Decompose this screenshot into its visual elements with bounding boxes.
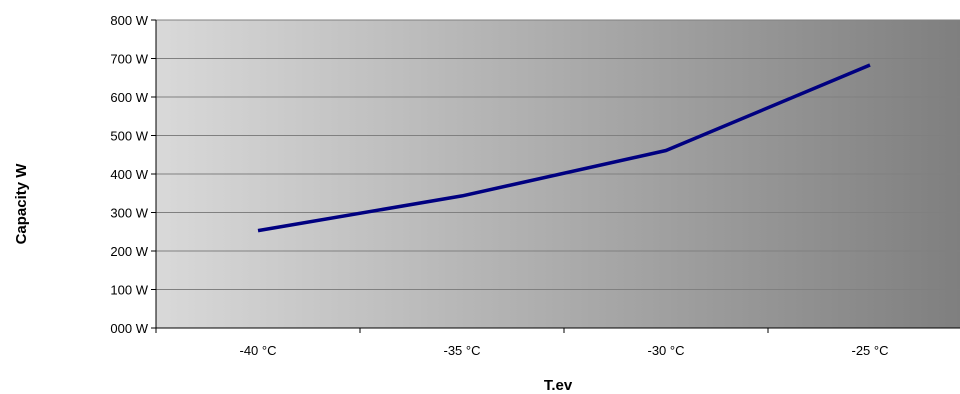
y-tick-label: 400 W bbox=[110, 167, 148, 182]
x-tick-label: -25 °C bbox=[852, 343, 889, 358]
y-tick-label: 500 W bbox=[110, 129, 148, 144]
series-line bbox=[257, 63, 871, 233]
x-axis-ticks: -40 °C -35 °C -30 °C -25 °C bbox=[155, 328, 889, 358]
y-tick-label: 200 W bbox=[110, 244, 148, 259]
y-tick-label: 800 W bbox=[110, 13, 148, 28]
y-axis-ticks: 000 W 100 W 200 W 300 W 400 W 500 W 600 W 700 W… bbox=[110, 13, 156, 336]
y-axis-title: Capacity W bbox=[13, 163, 30, 245]
x-tick-label: -35 °C bbox=[444, 343, 481, 358]
x-tick-label: -30 °C bbox=[648, 343, 685, 358]
x-tick-label: -40 °C bbox=[240, 343, 277, 358]
gridlines bbox=[156, 19, 960, 290]
x-axis-title: T.ev bbox=[544, 377, 573, 394]
y-tick-label: 100 W bbox=[110, 283, 148, 298]
y-tick-label: 000 W bbox=[110, 321, 148, 336]
y-tick-label: 700 W bbox=[110, 52, 148, 67]
y-tick-label: 600 W bbox=[110, 90, 148, 105]
y-tick-label: 300 W bbox=[110, 206, 148, 221]
